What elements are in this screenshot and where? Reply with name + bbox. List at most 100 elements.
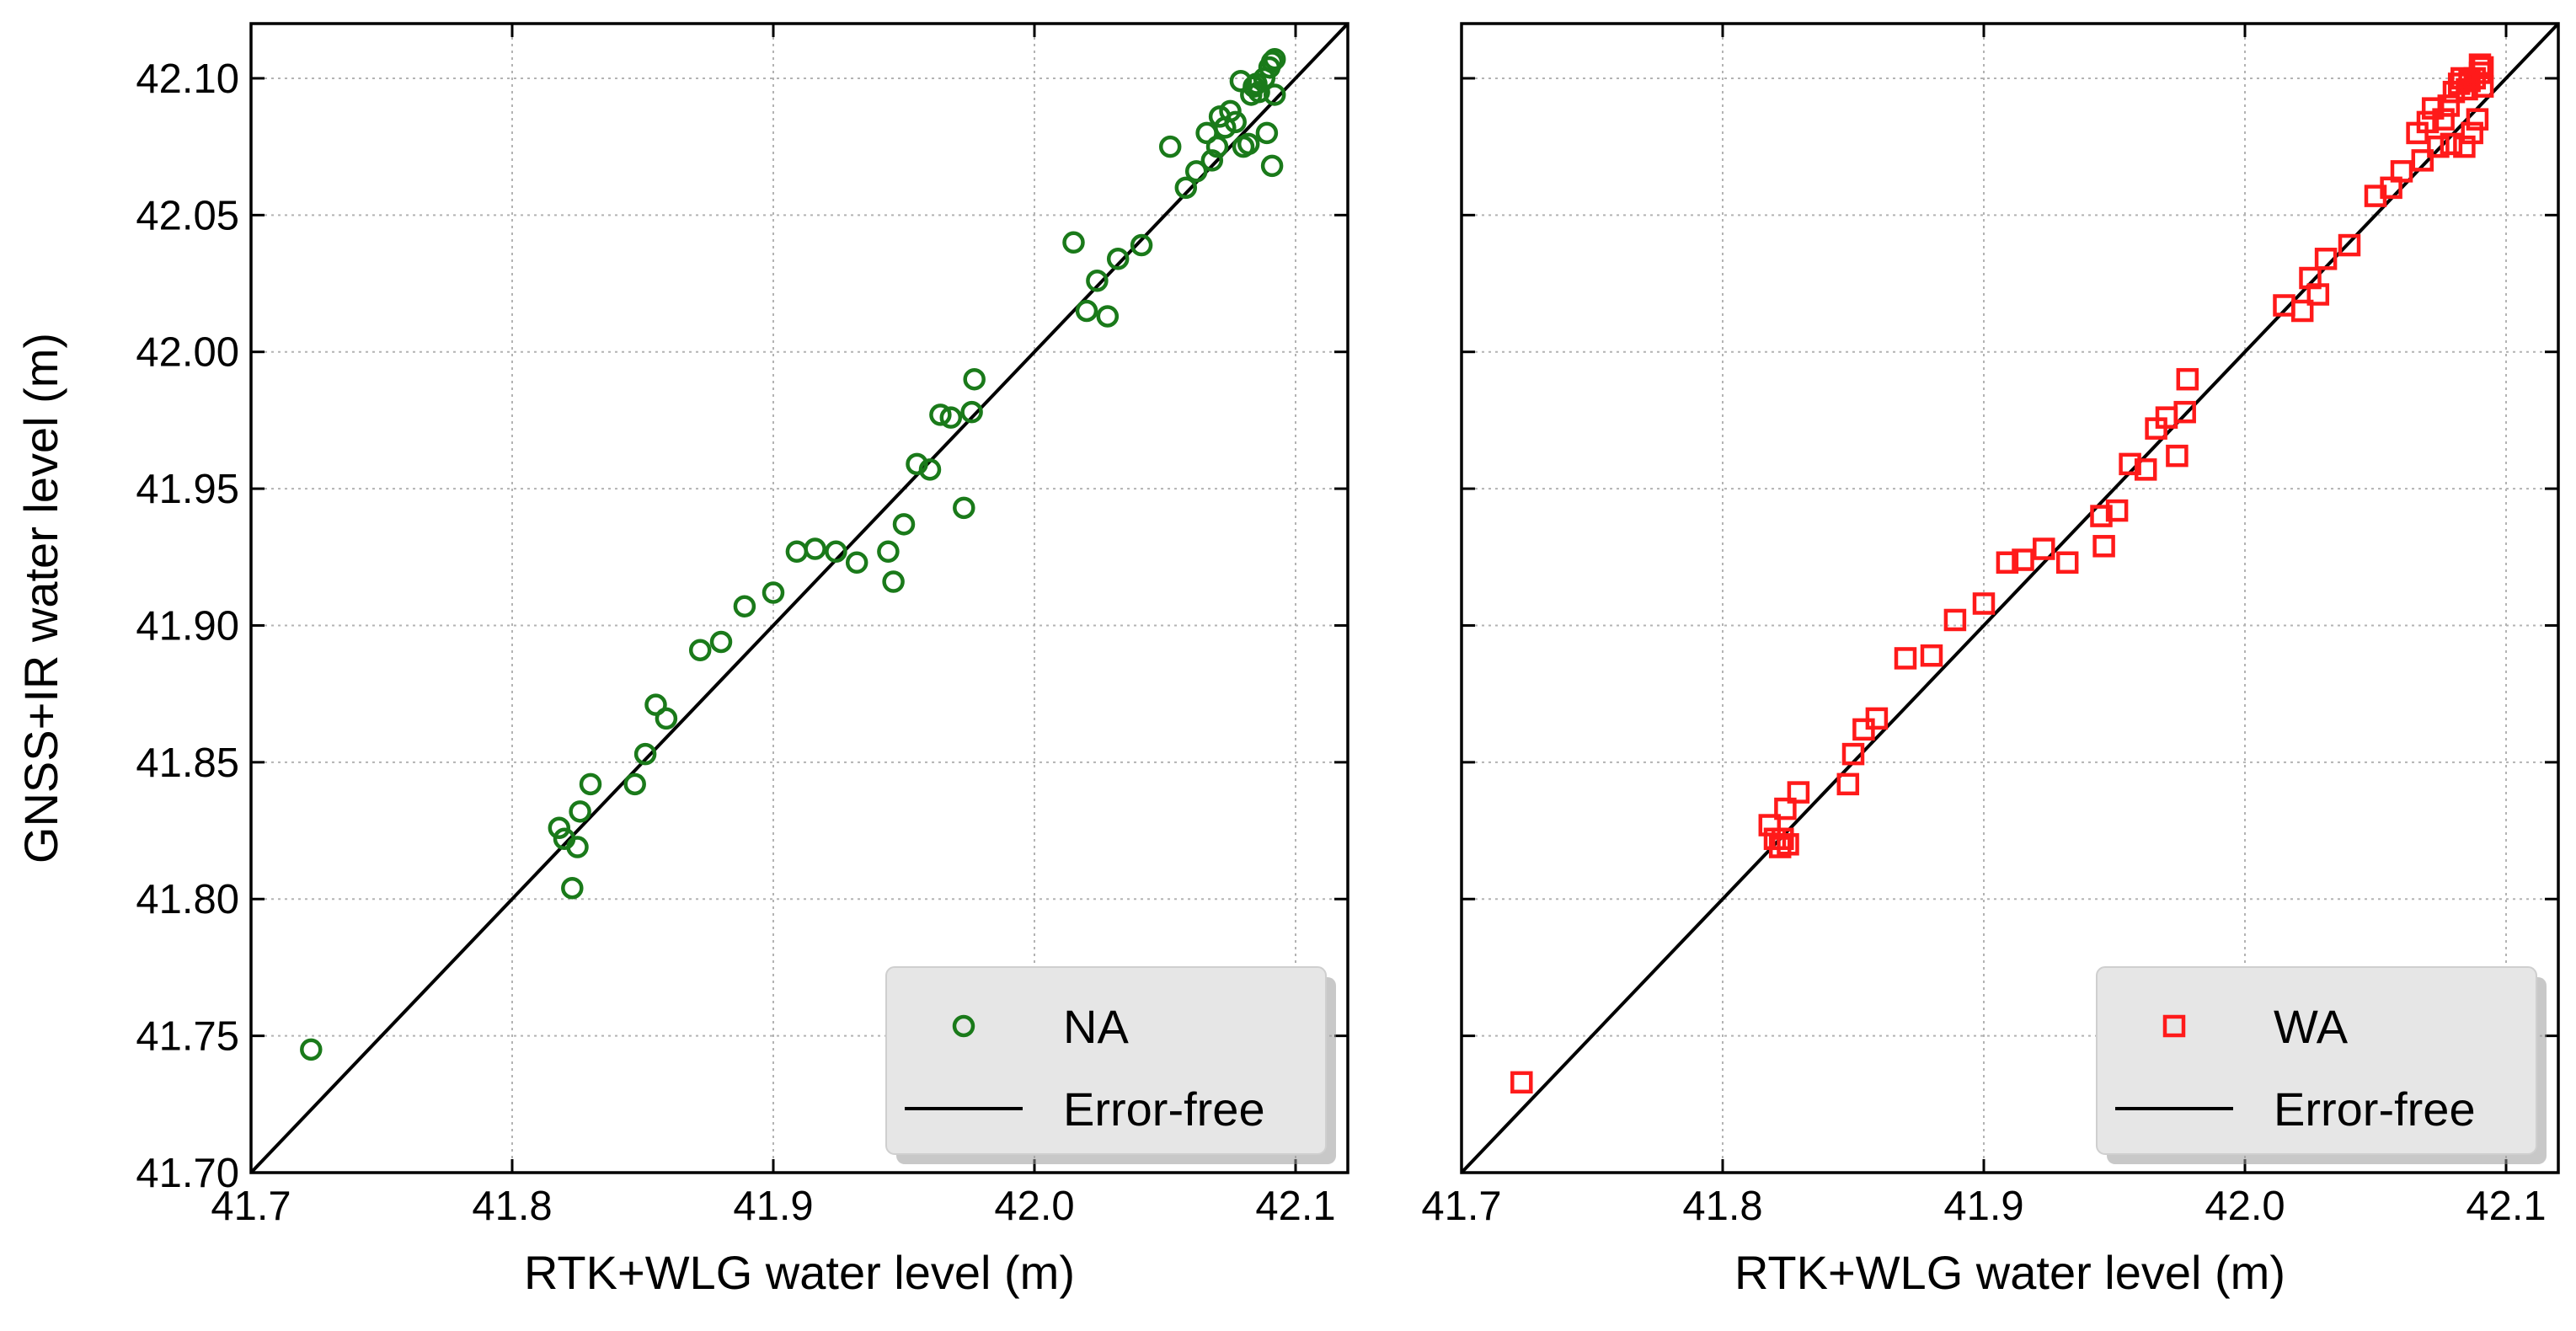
data-point-wa <box>1510 1071 1533 1094</box>
data-point-na <box>929 404 952 426</box>
plot-frame <box>1460 22 2560 1174</box>
data-point-wa <box>2166 444 2189 468</box>
data-point-wa <box>1943 608 1967 632</box>
data-point-na <box>1219 99 1242 123</box>
y-tick-label: 42.10 <box>136 56 239 102</box>
data-point-wa <box>2033 537 2055 560</box>
data-point-na <box>1229 69 1253 93</box>
data-point-na <box>1184 160 1208 183</box>
data-point-na <box>1158 135 1182 158</box>
x-tick-label: 41.9 <box>1943 1184 2023 1229</box>
data-point-wa <box>1836 772 1860 796</box>
data-point-na <box>939 406 963 429</box>
data-point-na <box>1260 154 1284 178</box>
data-point-wa <box>2416 110 2440 134</box>
data-point-wa <box>1996 551 2019 575</box>
data-point-na <box>733 595 756 617</box>
x-tick-label: 42.1 <box>2466 1184 2546 1229</box>
data-point-wa <box>2471 56 2494 79</box>
data-point-wa <box>1758 814 1782 837</box>
data-point-na <box>1075 299 1098 323</box>
x-tick-label: 42.1 <box>1255 1184 1335 1229</box>
data-point-na <box>963 367 986 391</box>
data-point-wa <box>1865 707 1889 730</box>
data-point-wa <box>2427 135 2450 158</box>
data-point-na <box>1086 270 1109 292</box>
data-point-na <box>892 513 916 536</box>
data-point-wa <box>2176 367 2199 391</box>
y-tick-label: 42.05 <box>136 193 239 238</box>
legend-marker-wa <box>2162 1014 2186 1038</box>
data-point-wa <box>2466 108 2489 131</box>
data-point-wa <box>2055 551 2079 575</box>
legend-marker-na <box>952 1014 975 1038</box>
data-point-na <box>960 400 983 424</box>
legend-label: Error-free <box>2274 1082 2476 1136</box>
x-tick-label: 41.8 <box>472 1184 552 1229</box>
data-point-na <box>1263 47 1286 71</box>
data-point-wa <box>2105 499 2129 522</box>
data-point-na <box>688 639 712 661</box>
data-point-na <box>579 772 602 796</box>
y-tick-label: 41.85 <box>136 740 239 786</box>
data-point-wa <box>2134 458 2157 481</box>
data-point-na <box>300 1038 323 1061</box>
data-point-wa <box>2338 233 2361 257</box>
y-tick-label: 41.80 <box>136 877 239 922</box>
data-point-na <box>1130 233 1153 257</box>
data-point-na <box>1248 80 1270 104</box>
data-point-na <box>569 800 591 823</box>
data-point-na <box>1263 83 1286 106</box>
data-point-na <box>1255 121 1279 145</box>
data-point-na <box>1260 51 1284 73</box>
y-tick-label: 41.90 <box>136 603 239 649</box>
data-point-na <box>1200 149 1224 172</box>
y-tick-label: 42.00 <box>136 330 239 376</box>
data-point-wa <box>1841 742 1865 766</box>
data-point-wa <box>2437 94 2461 117</box>
data-point-wa <box>2440 132 2463 156</box>
legend: WA Error-free <box>2096 966 2547 1164</box>
data-point-na <box>633 742 657 766</box>
data-point-na <box>882 570 905 593</box>
data-point-na <box>644 693 667 716</box>
data-point-na <box>845 551 868 575</box>
data-point-na <box>623 772 646 796</box>
plot-frame <box>249 22 1349 1174</box>
data-point-na <box>785 540 809 564</box>
data-point-wa <box>2306 283 2330 306</box>
data-point-wa <box>2090 505 2113 527</box>
plot-area <box>1462 24 2558 1173</box>
data-point-na <box>548 816 571 840</box>
error-free-line <box>1462 24 2558 1173</box>
data-point-wa <box>1772 827 1794 851</box>
chart-panel-left: 41.7 41.8 41.9 42.0 42.1 41.70 41.75 41.80 41.85… <box>14 22 1349 1299</box>
data-point-wa <box>2119 452 2141 476</box>
data-point-na <box>566 836 589 858</box>
data-point-na <box>918 458 942 481</box>
y-tick-label: 41.75 <box>136 1014 239 1060</box>
data-point-na <box>709 630 733 654</box>
data-point-wa <box>1787 781 1810 804</box>
data-point-na <box>1096 305 1120 328</box>
data-point-na <box>1174 176 1198 200</box>
data-point-wa <box>2092 535 2115 558</box>
x-tick-label: 41.7 <box>211 1184 291 1229</box>
x-tick-label: 42.0 <box>994 1184 1074 1229</box>
data-point-na <box>762 581 785 604</box>
data-point-wa <box>1972 592 1996 615</box>
data-point-na <box>655 707 678 730</box>
data-point-wa <box>2290 299 2314 323</box>
data-point-na <box>561 876 584 900</box>
data-point-wa <box>2012 548 2034 571</box>
data-point-na <box>1205 135 1229 158</box>
y-tick-label: 41.95 <box>136 467 239 512</box>
data-point-na <box>1224 110 1247 134</box>
chart-panel-right: 41.7 41.8 41.9 42.0 42.1 RTK+WLG water level … <box>1421 22 2560 1299</box>
plot-area <box>251 24 1348 1173</box>
data-point-wa <box>2411 149 2434 172</box>
x-tick-label: 41.8 <box>1682 1184 1762 1229</box>
legend-label: Error-free <box>1063 1082 1265 1136</box>
data-point-na <box>906 452 928 476</box>
